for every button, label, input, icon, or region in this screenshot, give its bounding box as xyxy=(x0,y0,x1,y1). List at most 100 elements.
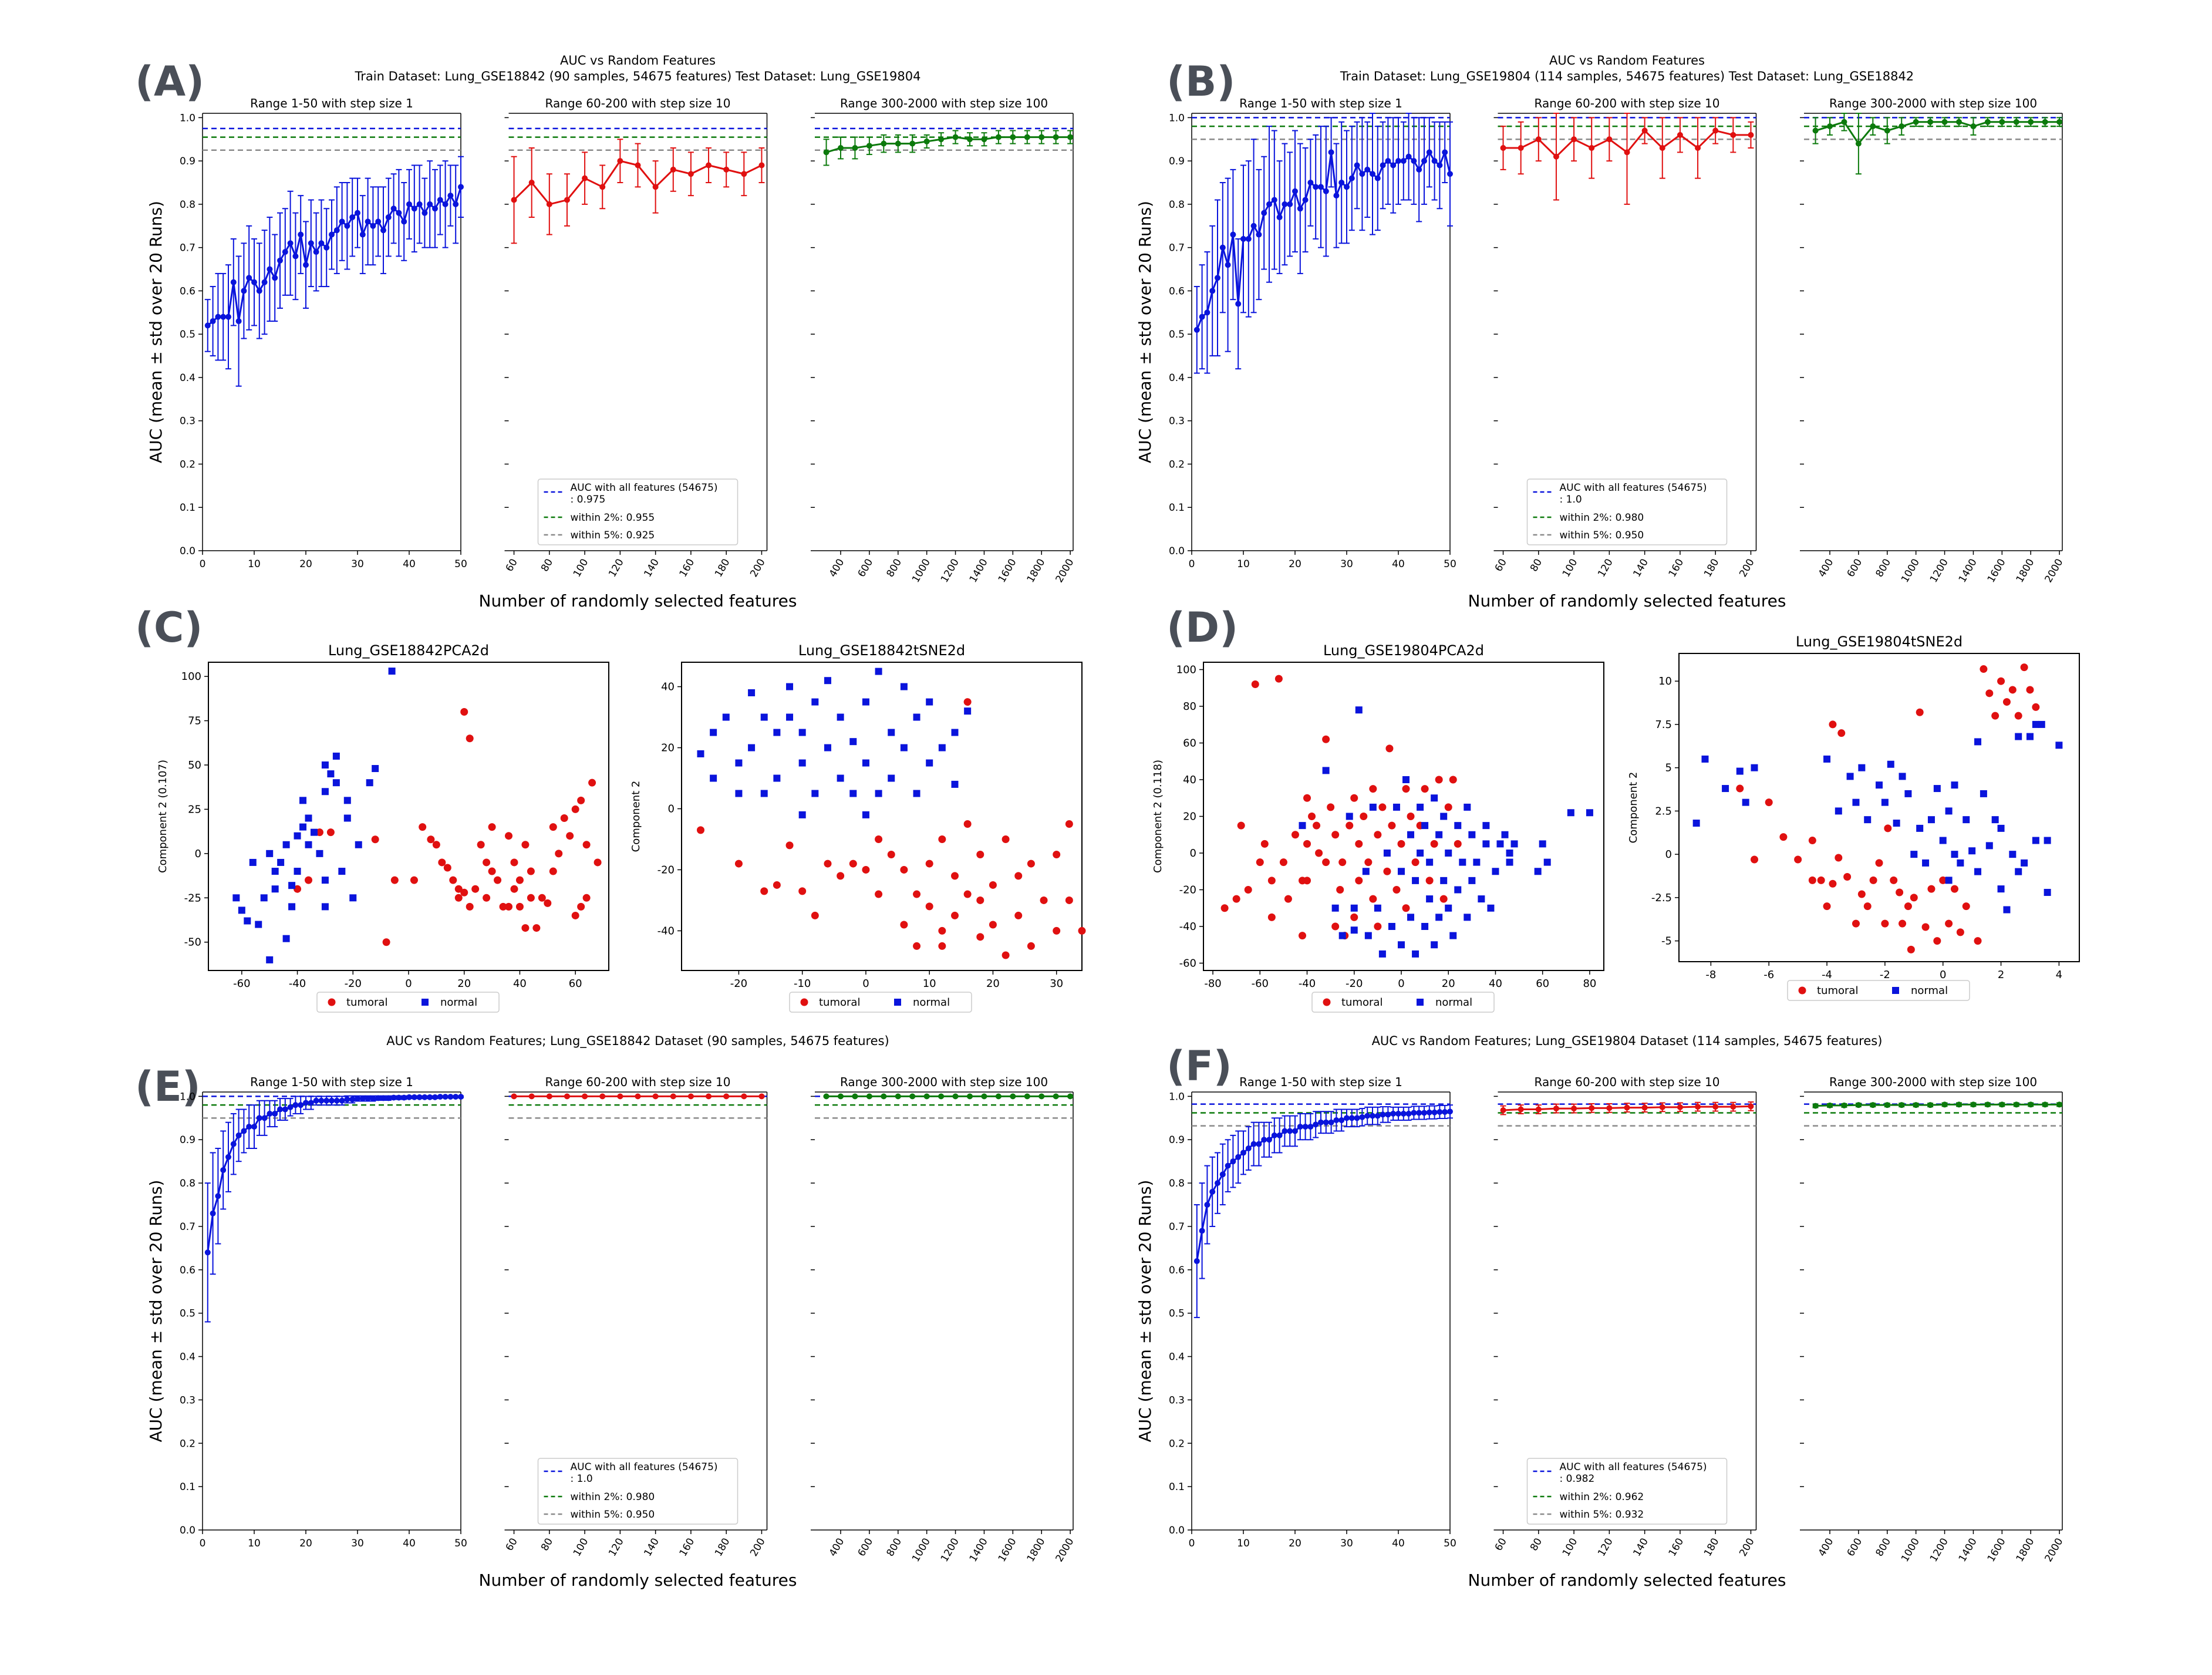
data-point xyxy=(1941,119,1948,125)
tumoral-point xyxy=(1322,735,1330,743)
data-point xyxy=(1256,231,1262,238)
data-point xyxy=(1999,119,2005,125)
tumoral-point xyxy=(505,832,512,840)
tumoral-point xyxy=(989,921,997,929)
data-point xyxy=(1333,193,1340,199)
y-tick-label: -5 xyxy=(1661,935,1672,948)
scatter-panel-4: Lung_GSE19804tSNE2d -8 -6 -4 -2 0 2 4 -5 -2.5 0 2.5… xyxy=(1627,633,2080,1001)
data-point xyxy=(2013,119,2019,125)
data-point xyxy=(277,1106,283,1113)
data-point xyxy=(308,240,314,247)
data-point xyxy=(1431,1109,1438,1115)
data-point xyxy=(670,166,676,173)
legend: AUC with all features (54675): 1.0 within… xyxy=(1526,478,1728,545)
normal-point xyxy=(710,729,717,736)
tumoral-point xyxy=(1904,902,1912,911)
tumoral-point xyxy=(1369,895,1377,903)
data-point xyxy=(447,1094,454,1100)
x-tick-label: 10 xyxy=(248,558,261,570)
data-point xyxy=(1038,1093,1045,1100)
data-point xyxy=(1812,1103,1819,1109)
data-point xyxy=(706,1093,712,1100)
normal-point xyxy=(1927,816,1935,824)
tumoral-point xyxy=(460,707,468,716)
data-point xyxy=(390,1094,397,1101)
normal-point xyxy=(1586,809,1593,817)
normal-point xyxy=(1864,816,1872,824)
normal-point xyxy=(1407,831,1415,838)
tumoral-point xyxy=(2002,698,2011,706)
data-point xyxy=(1416,1110,1422,1116)
tumoral-point xyxy=(1750,855,1758,864)
data-point xyxy=(1024,134,1030,140)
normal-point xyxy=(1997,885,2005,893)
tumoral-point xyxy=(950,872,959,880)
data-point xyxy=(1313,1121,1319,1128)
normal-point xyxy=(862,759,869,767)
data-point xyxy=(1677,1104,1683,1110)
tumoral-point xyxy=(963,698,972,706)
data-point xyxy=(1067,134,1074,140)
normal-point xyxy=(1957,859,1964,867)
tumoral-point xyxy=(577,902,585,911)
tumoral-point xyxy=(900,865,908,874)
y-tick-label: 0.2 xyxy=(180,459,195,470)
normal-point xyxy=(255,921,262,928)
data-point xyxy=(370,1096,376,1102)
data-point xyxy=(1426,1109,1432,1115)
x-tick-label: 4 xyxy=(2056,969,2062,981)
data-point xyxy=(1199,1228,1205,1234)
normal-point xyxy=(321,877,329,884)
data-point xyxy=(1354,162,1360,168)
data-point xyxy=(741,1093,747,1100)
tumoral-point xyxy=(1933,937,1941,945)
tumoral-point xyxy=(1298,932,1306,940)
data-point xyxy=(1370,171,1375,177)
data-point xyxy=(298,1102,304,1108)
x-tick-label: 30 xyxy=(1340,558,1353,570)
data-point xyxy=(723,166,730,173)
data-point xyxy=(401,218,407,225)
x-tick-label: 10 xyxy=(1237,1538,1250,1549)
normal-point xyxy=(343,814,351,822)
subplot-range-1: Range 1-50 with step size 1 0.0 0.1 0.2 0.3 0… xyxy=(1169,96,1456,570)
x-tick-label: 1000 xyxy=(910,557,933,585)
data-point xyxy=(1338,1117,1345,1124)
data-point xyxy=(385,214,392,221)
data-point xyxy=(210,318,216,325)
tumoral-point xyxy=(976,896,984,904)
normal-point xyxy=(2021,859,2028,867)
normal-point xyxy=(900,683,908,690)
subplot-range-3: Range 300-2000 with step size 100 400 600 8… xyxy=(1800,1075,2065,1564)
normal-point xyxy=(1482,822,1490,830)
normal-point xyxy=(1501,831,1509,838)
x-tick-label: 1600 xyxy=(1985,1536,2008,1564)
x-tick-label: 0 xyxy=(405,978,412,990)
legend-label: within 5%: 0.950 xyxy=(1560,530,1644,541)
tumoral-point xyxy=(1355,877,1363,885)
data-point xyxy=(287,240,294,247)
tumoral-point xyxy=(1875,859,1883,867)
data-point xyxy=(1219,1171,1226,1178)
x-tick-label: 40 xyxy=(403,1538,416,1549)
x-tick-label: 2000 xyxy=(2042,1536,2065,1564)
legend-swatch-tumoral xyxy=(1323,998,1331,1006)
tumoral-point xyxy=(1322,858,1330,867)
data-point xyxy=(339,1097,345,1104)
data-point xyxy=(923,138,930,144)
normal-point xyxy=(837,774,844,782)
tumoral-point xyxy=(696,826,704,834)
x-axis-label: Number of randomly selected features xyxy=(1468,1570,1786,1590)
normal-point xyxy=(888,729,895,736)
tumoral-point xyxy=(811,911,819,919)
normal-point xyxy=(926,698,933,706)
legend-label: normal xyxy=(1435,996,1472,1009)
series-line xyxy=(207,186,462,326)
auc-panel-E: (E) AUC vs Random Features; Lung_GSE18842… xyxy=(135,1034,1076,1590)
tumoral-point xyxy=(976,933,984,941)
normal-point xyxy=(332,752,340,760)
x-tick-label: 1800 xyxy=(2014,557,2037,585)
y-tick-label: 0.6 xyxy=(180,285,195,297)
normal-point xyxy=(1933,785,1941,793)
